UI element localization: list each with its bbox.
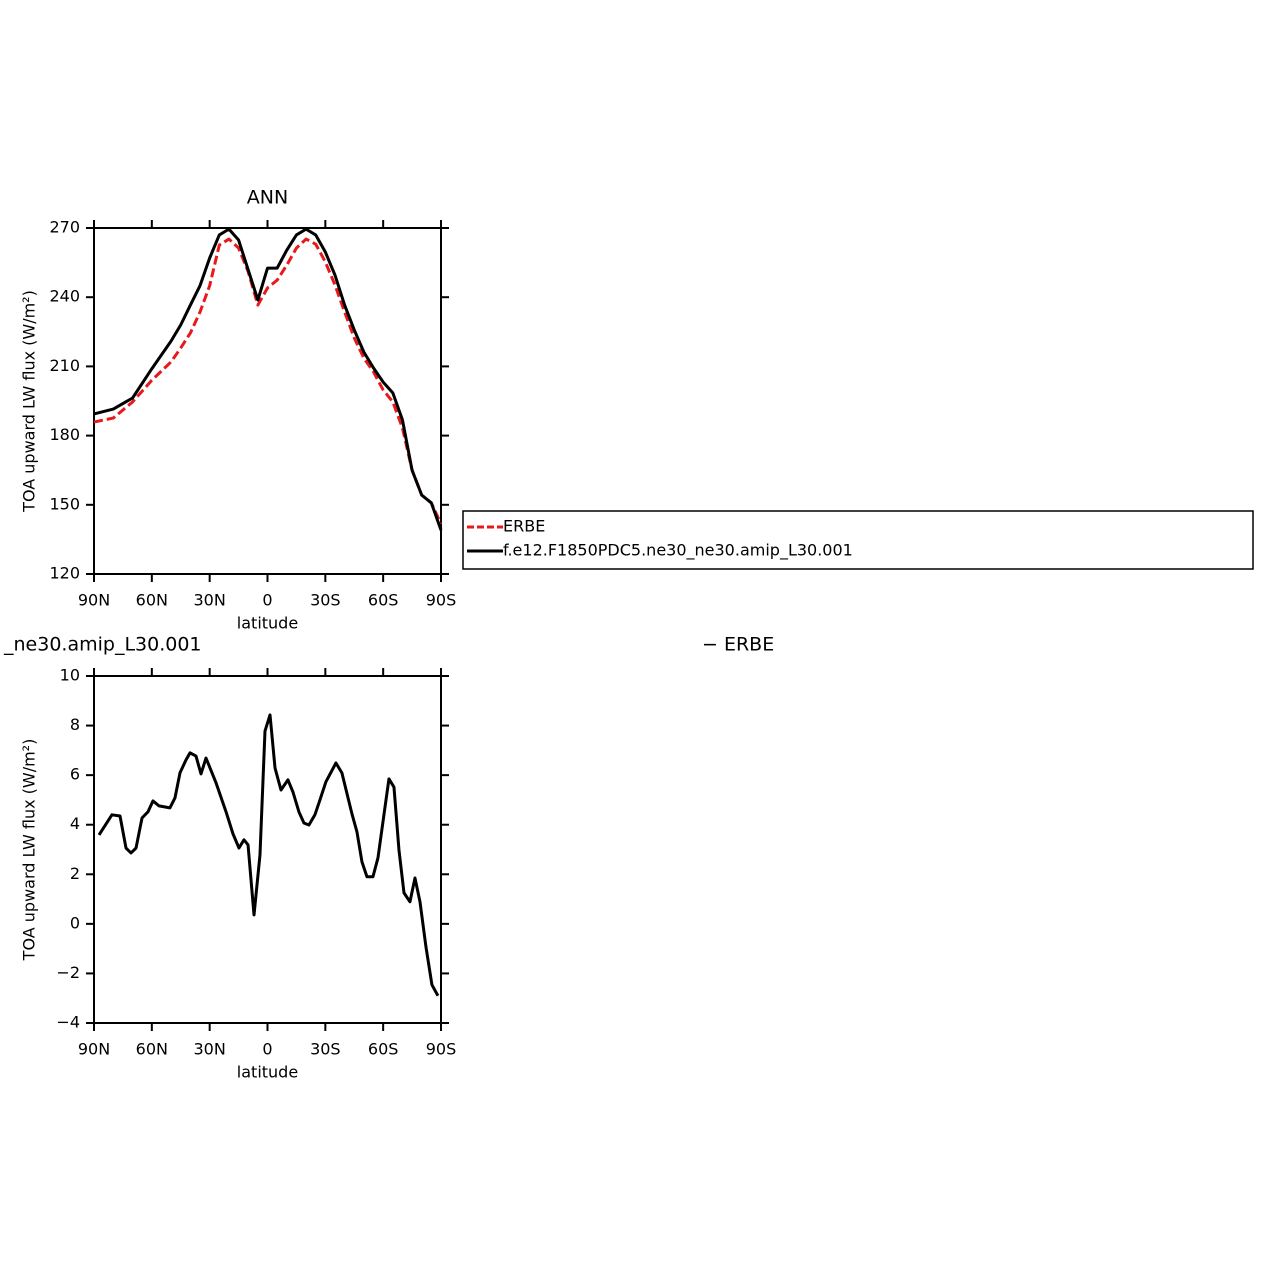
chart-title: _ne30.amip_L30.001: [3, 634, 202, 656]
y-tick-label: 210: [49, 356, 80, 375]
x-tick-label: 0: [262, 591, 272, 610]
y-tick-label: 6: [70, 765, 80, 784]
y-axis-label: TOA upward LW flux (W/m²): [20, 739, 39, 962]
x-tick-label: 90N: [78, 1040, 110, 1059]
x-tick-label: 30N: [194, 1040, 226, 1059]
x-tick-label: 60N: [136, 591, 168, 610]
x-tick-label: 0: [262, 1040, 272, 1059]
y-tick-label: 150: [49, 494, 80, 513]
y-tick-label: 120: [49, 564, 80, 583]
y-tick-label: 10: [60, 666, 80, 685]
y-tick-label: 2: [70, 864, 80, 883]
x-axis-label: latitude: [237, 614, 298, 633]
y-axis-label: TOA upward LW flux (W/m²): [20, 290, 39, 513]
x-tick-label: 90S: [426, 1040, 457, 1059]
data-line: [97, 713, 440, 997]
data-line: [93, 237, 443, 525]
data-line: [93, 227, 443, 531]
legend-box: [462, 510, 1254, 570]
y-tick-label: 240: [49, 287, 80, 306]
y-tick-label: 270: [49, 218, 80, 237]
legend-label: ERBE: [503, 517, 545, 536]
x-tick-label: 90S: [426, 591, 457, 610]
y-tick-label: 0: [70, 913, 80, 932]
x-tick-label: 90N: [78, 591, 110, 610]
chart-title: − ERBE: [702, 634, 774, 656]
x-tick-label: 30S: [310, 1040, 341, 1059]
y-tick-label: −4: [56, 1013, 80, 1032]
legend-label: f.e12.F1850PDC5.ne30_ne30.amip_L30.001: [503, 541, 853, 561]
x-tick-label: 30N: [194, 591, 226, 610]
x-tick-label: 60N: [136, 1040, 168, 1059]
y-tick-label: −2: [56, 963, 80, 982]
plot-frame: [93, 227, 442, 575]
chart-title: ANN: [247, 187, 288, 209]
plot-frame: [93, 675, 442, 1024]
y-tick-label: 180: [49, 425, 80, 444]
x-tick-label: 60S: [368, 591, 399, 610]
y-tick-label: 8: [70, 715, 80, 734]
x-axis-label: latitude: [237, 1063, 298, 1082]
y-tick-label: 4: [70, 814, 80, 833]
x-tick-label: 30S: [310, 591, 341, 610]
x-tick-label: 60S: [368, 1040, 399, 1059]
